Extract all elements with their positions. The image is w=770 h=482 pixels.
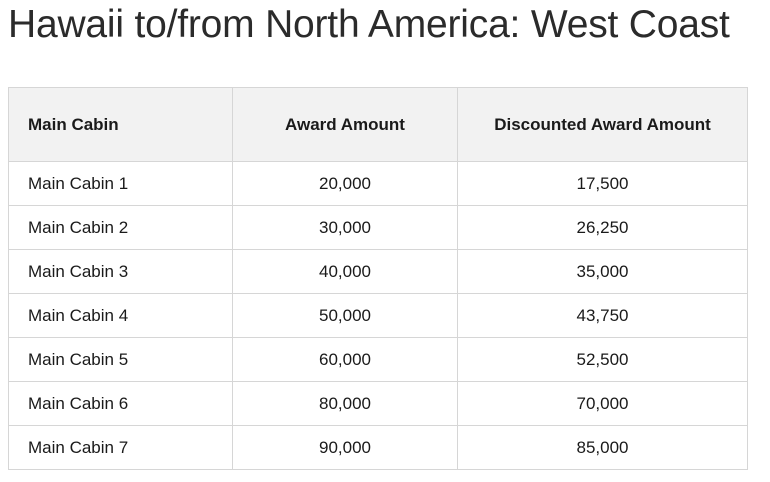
table-row: Main Cabin 4 50,000 43,750 — [8, 293, 748, 338]
cell-cabin: Main Cabin 2 — [8, 205, 233, 250]
table-row: Main Cabin 1 20,000 17,500 — [8, 161, 748, 206]
cell-cabin: Main Cabin 5 — [8, 337, 233, 382]
table-row: Main Cabin 6 80,000 70,000 — [8, 381, 748, 426]
cell-award-amount: 90,000 — [232, 425, 458, 470]
award-table: Main Cabin Award Amount Discounted Award… — [8, 87, 748, 470]
cell-discounted-amount: 26,250 — [457, 205, 748, 250]
cell-cabin: Main Cabin 4 — [8, 293, 233, 338]
cell-discounted-amount: 43,750 — [457, 293, 748, 338]
cell-award-amount: 60,000 — [232, 337, 458, 382]
cell-cabin: Main Cabin 3 — [8, 249, 233, 294]
cell-discounted-amount: 17,500 — [457, 161, 748, 206]
header-main-cabin: Main Cabin — [8, 87, 233, 162]
header-award-amount: Award Amount — [232, 87, 458, 162]
cell-cabin: Main Cabin 1 — [8, 161, 233, 206]
cell-award-amount: 30,000 — [232, 205, 458, 250]
cell-award-amount: 80,000 — [232, 381, 458, 426]
table-row: Main Cabin 5 60,000 52,500 — [8, 337, 748, 382]
table-row: Main Cabin 2 30,000 26,250 — [8, 205, 748, 250]
cell-discounted-amount: 85,000 — [457, 425, 748, 470]
table-header: Main Cabin Award Amount Discounted Award… — [8, 87, 748, 162]
page-title: Hawaii to/from North America: West Coast — [8, 3, 730, 46]
cell-award-amount: 20,000 — [232, 161, 458, 206]
table-body: Main Cabin 1 20,000 17,500 Main Cabin 2 … — [8, 161, 748, 470]
table-row: Main Cabin 7 90,000 85,000 — [8, 425, 748, 470]
cell-cabin: Main Cabin 6 — [8, 381, 233, 426]
cell-cabin: Main Cabin 7 — [8, 425, 233, 470]
cell-discounted-amount: 52,500 — [457, 337, 748, 382]
cell-discounted-amount: 70,000 — [457, 381, 748, 426]
table-row: Main Cabin 3 40,000 35,000 — [8, 249, 748, 294]
cell-award-amount: 40,000 — [232, 249, 458, 294]
cell-discounted-amount: 35,000 — [457, 249, 748, 294]
header-discounted-award-amount: Discounted Award Amount — [457, 87, 748, 162]
cell-award-amount: 50,000 — [232, 293, 458, 338]
table-header-row: Main Cabin Award Amount Discounted Award… — [8, 87, 748, 162]
